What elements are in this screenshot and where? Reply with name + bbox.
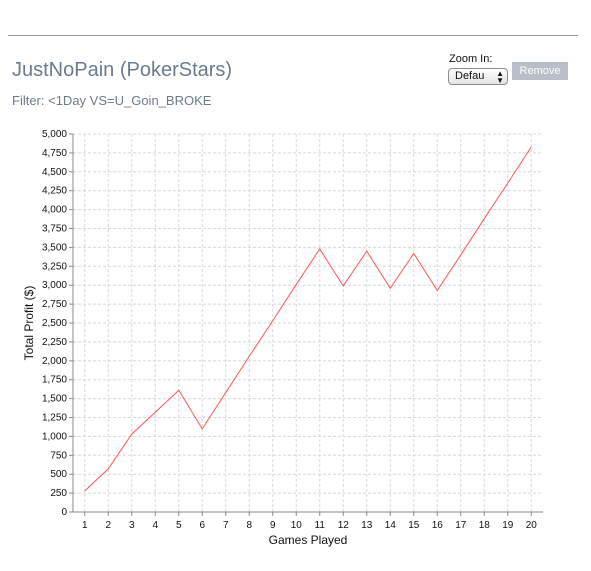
page-title: JustNoPain (PokerStars) — [12, 59, 233, 81]
y-tick-label: 0 — [61, 507, 67, 518]
y-tick-label: 1,250 — [42, 413, 67, 424]
zoom-select[interactable]: Defau ▲ ▼ — [448, 68, 508, 85]
y-axis-label: Total Profit ($) — [22, 286, 36, 361]
x-tick-label: 5 — [176, 520, 182, 531]
x-tick-label: 8 — [246, 520, 252, 531]
y-tick-label: 4,750 — [42, 148, 67, 159]
y-tick-label: 2,250 — [42, 337, 67, 348]
x-tick-label: 14 — [385, 520, 397, 531]
y-tick-label: 4,000 — [42, 205, 67, 216]
x-tick-label: 19 — [502, 520, 514, 531]
x-tick-label: 13 — [361, 520, 373, 531]
x-tick-label: 10 — [291, 520, 303, 531]
y-tick-label: 250 — [50, 488, 67, 499]
x-tick-label: 20 — [526, 520, 538, 531]
x-tick-label: 1 — [82, 520, 88, 531]
x-tick-label: 18 — [479, 520, 491, 531]
y-tick-label: 4,500 — [42, 167, 67, 178]
x-tick-label: 6 — [199, 520, 205, 531]
y-tick-label: 1,750 — [42, 375, 67, 386]
y-tick-label: 3,250 — [42, 261, 67, 272]
filter-description: Filter: <1Day VS=U_Goin_BROKE — [12, 93, 212, 108]
y-tick-label: 500 — [50, 469, 67, 480]
y-tick-label: 2,000 — [42, 356, 67, 367]
x-tick-label: 4 — [152, 520, 158, 531]
select-arrows-icon: ▲ ▼ — [496, 69, 504, 85]
series-layer — [84, 146, 532, 492]
x-tick-label: 15 — [408, 520, 420, 531]
x-tick-label: 11 — [315, 520, 326, 531]
y-tick-label: 5,000 — [42, 129, 67, 140]
y-tick-label: 2,500 — [42, 318, 67, 329]
x-tick-label: 7 — [223, 520, 229, 531]
top-divider — [8, 35, 578, 36]
x-tick-label: 17 — [455, 520, 467, 531]
x-tick-label: 9 — [270, 520, 276, 531]
x-axis-ticks: 1 2 3 4 5 6 7 8 9 10 11 12 13 14 15 16 17 18 19 20 — [82, 512, 537, 531]
y-tick-label: 3,500 — [42, 242, 67, 253]
x-tick-label: 2 — [105, 520, 111, 531]
x-tick-label: 12 — [338, 520, 350, 531]
x-tick-label: 3 — [129, 520, 135, 531]
y-tick-label: 3,000 — [42, 280, 67, 291]
x-axis-label: Games Played — [269, 533, 348, 547]
zoom-select-value: Defau — [455, 70, 485, 82]
y-tick-label: 3,750 — [42, 224, 67, 235]
y-tick-label: 750 — [50, 450, 67, 461]
zoom-label: Zoom In: — [449, 53, 493, 65]
y-tick-label: 4,250 — [42, 186, 67, 197]
y-tick-label: 1,000 — [42, 431, 67, 442]
remove-button[interactable]: Remove — [512, 62, 568, 80]
x-tick-label: 16 — [432, 520, 444, 531]
y-tick-label: 2,750 — [42, 299, 67, 310]
profit-line — [84, 146, 532, 492]
y-tick-label: 1,500 — [42, 394, 67, 405]
y-axis-ticks: 0 250 500 750 1,000 1,250 1,500 1,750 2,000 2,250… — [42, 129, 73, 518]
